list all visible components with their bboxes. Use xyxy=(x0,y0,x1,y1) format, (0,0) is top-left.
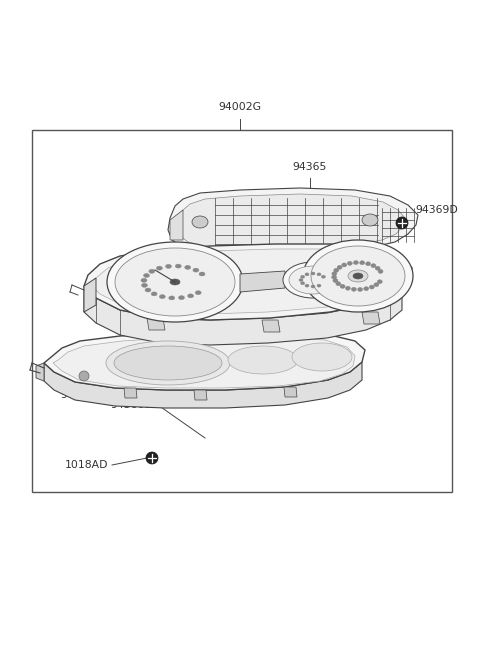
Text: 94002G: 94002G xyxy=(218,102,262,112)
Ellipse shape xyxy=(345,286,350,290)
Ellipse shape xyxy=(142,284,147,288)
Polygon shape xyxy=(176,194,405,250)
Ellipse shape xyxy=(374,283,379,287)
Ellipse shape xyxy=(333,278,338,282)
Polygon shape xyxy=(362,312,380,324)
Ellipse shape xyxy=(144,274,149,278)
Ellipse shape xyxy=(169,296,175,300)
Ellipse shape xyxy=(378,269,383,273)
Ellipse shape xyxy=(188,294,193,298)
Ellipse shape xyxy=(300,282,305,285)
Ellipse shape xyxy=(334,269,339,272)
Polygon shape xyxy=(168,188,418,257)
Polygon shape xyxy=(147,318,165,330)
Ellipse shape xyxy=(348,270,368,282)
Text: 94369D: 94369D xyxy=(415,205,458,215)
Ellipse shape xyxy=(348,261,352,265)
Ellipse shape xyxy=(299,278,303,282)
Ellipse shape xyxy=(151,292,157,296)
Ellipse shape xyxy=(289,266,337,294)
Ellipse shape xyxy=(366,262,371,266)
Text: 94360D: 94360D xyxy=(110,400,153,410)
Ellipse shape xyxy=(159,295,165,299)
Ellipse shape xyxy=(360,261,365,265)
Ellipse shape xyxy=(166,265,171,269)
Ellipse shape xyxy=(195,291,201,295)
Ellipse shape xyxy=(311,246,405,306)
Ellipse shape xyxy=(228,346,298,374)
Polygon shape xyxy=(262,320,280,332)
Ellipse shape xyxy=(175,264,181,268)
Polygon shape xyxy=(53,336,355,388)
Polygon shape xyxy=(194,390,207,400)
Ellipse shape xyxy=(170,279,180,285)
Ellipse shape xyxy=(115,248,235,316)
Text: 94365: 94365 xyxy=(293,162,327,172)
Ellipse shape xyxy=(146,452,158,464)
Ellipse shape xyxy=(336,282,341,286)
Ellipse shape xyxy=(317,273,321,276)
Ellipse shape xyxy=(305,273,309,276)
Ellipse shape xyxy=(322,275,325,278)
Ellipse shape xyxy=(332,275,336,279)
Ellipse shape xyxy=(79,371,89,381)
Ellipse shape xyxy=(342,263,347,267)
Polygon shape xyxy=(84,244,412,320)
Text: 1018AD: 1018AD xyxy=(65,460,108,470)
Ellipse shape xyxy=(114,346,222,380)
Ellipse shape xyxy=(292,343,352,371)
Polygon shape xyxy=(124,388,137,398)
Ellipse shape xyxy=(107,242,243,322)
Polygon shape xyxy=(36,363,44,381)
Ellipse shape xyxy=(283,262,343,298)
Polygon shape xyxy=(240,271,285,292)
Ellipse shape xyxy=(369,285,374,289)
Ellipse shape xyxy=(305,284,309,287)
Polygon shape xyxy=(90,249,404,314)
Ellipse shape xyxy=(396,217,408,229)
Ellipse shape xyxy=(377,280,382,284)
Ellipse shape xyxy=(156,266,162,270)
Ellipse shape xyxy=(141,278,147,282)
Polygon shape xyxy=(44,331,365,390)
Ellipse shape xyxy=(340,284,345,288)
Ellipse shape xyxy=(149,269,155,273)
Ellipse shape xyxy=(185,265,191,269)
Polygon shape xyxy=(284,387,297,397)
Polygon shape xyxy=(170,210,183,240)
Ellipse shape xyxy=(106,341,230,385)
Ellipse shape xyxy=(300,275,305,278)
Polygon shape xyxy=(44,362,362,408)
Ellipse shape xyxy=(311,285,315,288)
Ellipse shape xyxy=(337,265,342,269)
Ellipse shape xyxy=(303,240,413,312)
Ellipse shape xyxy=(179,295,184,299)
Text: 94363A: 94363A xyxy=(60,390,102,400)
Ellipse shape xyxy=(145,288,151,292)
Ellipse shape xyxy=(375,266,380,271)
Ellipse shape xyxy=(311,272,315,275)
Ellipse shape xyxy=(351,288,356,291)
Ellipse shape xyxy=(353,261,359,265)
Ellipse shape xyxy=(358,288,362,291)
Bar xyxy=(32,130,452,492)
Ellipse shape xyxy=(371,264,376,268)
Ellipse shape xyxy=(362,214,378,226)
Ellipse shape xyxy=(364,287,369,291)
Ellipse shape xyxy=(192,216,208,228)
Polygon shape xyxy=(84,278,96,312)
Ellipse shape xyxy=(332,272,337,276)
Ellipse shape xyxy=(193,268,199,272)
Ellipse shape xyxy=(353,273,363,279)
Ellipse shape xyxy=(199,272,205,276)
Polygon shape xyxy=(84,285,402,345)
Ellipse shape xyxy=(317,284,321,287)
